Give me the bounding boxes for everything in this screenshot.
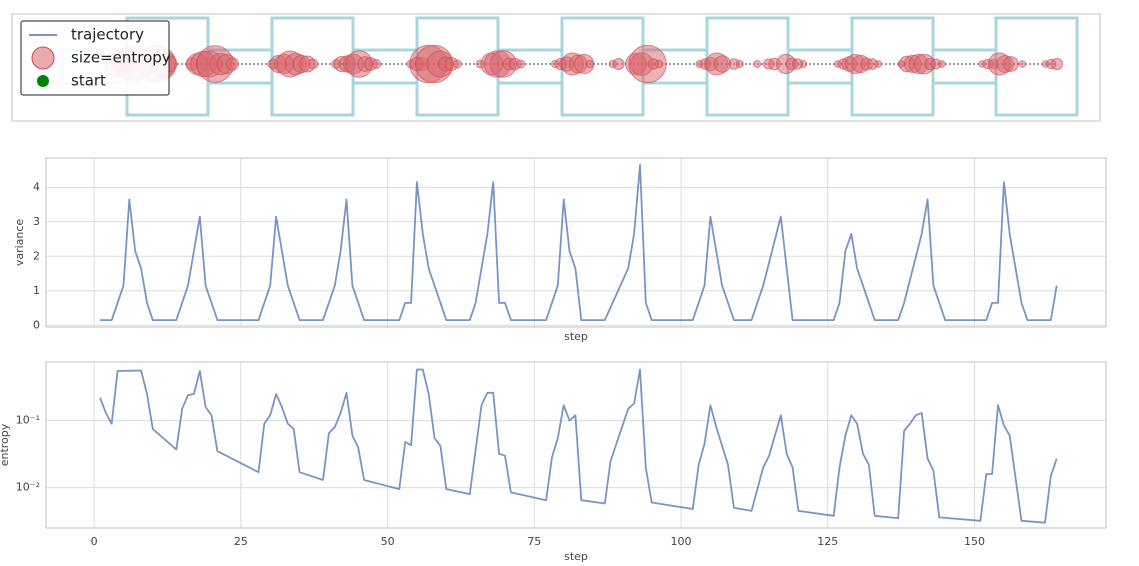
entropy-bubble — [937, 60, 946, 68]
entropy-bubble — [1002, 56, 1019, 72]
x-tick-label: 125 — [817, 535, 838, 548]
trajectory-frame — [11, 13, 1101, 122]
series-line — [99, 368, 1058, 524]
entropy-bubble — [452, 59, 462, 69]
y-tick-label: 10⁻¹ — [16, 414, 40, 427]
y-tick-label: 2 — [33, 249, 40, 262]
plot-frame — [45, 361, 1107, 529]
y-tick-label: 0 — [33, 318, 40, 331]
entropy-bubble — [1050, 57, 1064, 71]
legend-bubble — [31, 46, 55, 70]
y-axis-label: entropy — [0, 423, 11, 466]
entropy-bubble — [371, 58, 382, 70]
y-tick-label: 3 — [33, 215, 40, 228]
entropy-bubble — [612, 58, 625, 70]
legend-label: trajectory — [71, 26, 144, 44]
entropy-bubble — [753, 60, 762, 68]
x-tick-label: 50 — [381, 535, 395, 548]
entropy-bubble — [1018, 60, 1027, 68]
entropy-bubble — [225, 57, 239, 71]
entropy-bubble — [628, 44, 667, 84]
entropy-bubble — [307, 58, 319, 70]
entropy-bubble — [799, 60, 808, 68]
series-line — [100, 164, 1058, 321]
plots: trajectory size=entropy start 0 1 2 3 4 step vari… — [0, 20, 1107, 563]
x-tick-label: 150 — [964, 535, 985, 548]
x-tick-label: 100 — [671, 535, 692, 548]
plot-frame — [45, 157, 1107, 328]
entropy-bubble — [713, 55, 732, 73]
entropy-bubble — [874, 60, 883, 68]
entropy-bubble — [735, 59, 744, 69]
legend-label: start — [71, 72, 106, 90]
legend-label: size=entropy — [71, 49, 171, 67]
x-tick-label: 75 — [527, 535, 541, 548]
x-tick-label: 0 — [91, 535, 98, 548]
legend-box — [20, 20, 170, 96]
entropy-bubble — [654, 59, 664, 69]
legend-start — [37, 75, 49, 87]
y-tick-label: 1 — [33, 284, 40, 297]
x-axis-label: step — [564, 330, 588, 343]
entropy-bubble — [585, 59, 595, 69]
y-tick-label: 10⁻² — [16, 481, 40, 494]
entropy-bubble — [516, 59, 526, 69]
y-tick-label: 4 — [33, 180, 40, 193]
y-axis-label: variance — [13, 219, 26, 267]
x-axis-label: step — [564, 550, 588, 563]
x-tick-label: 25 — [234, 535, 248, 548]
